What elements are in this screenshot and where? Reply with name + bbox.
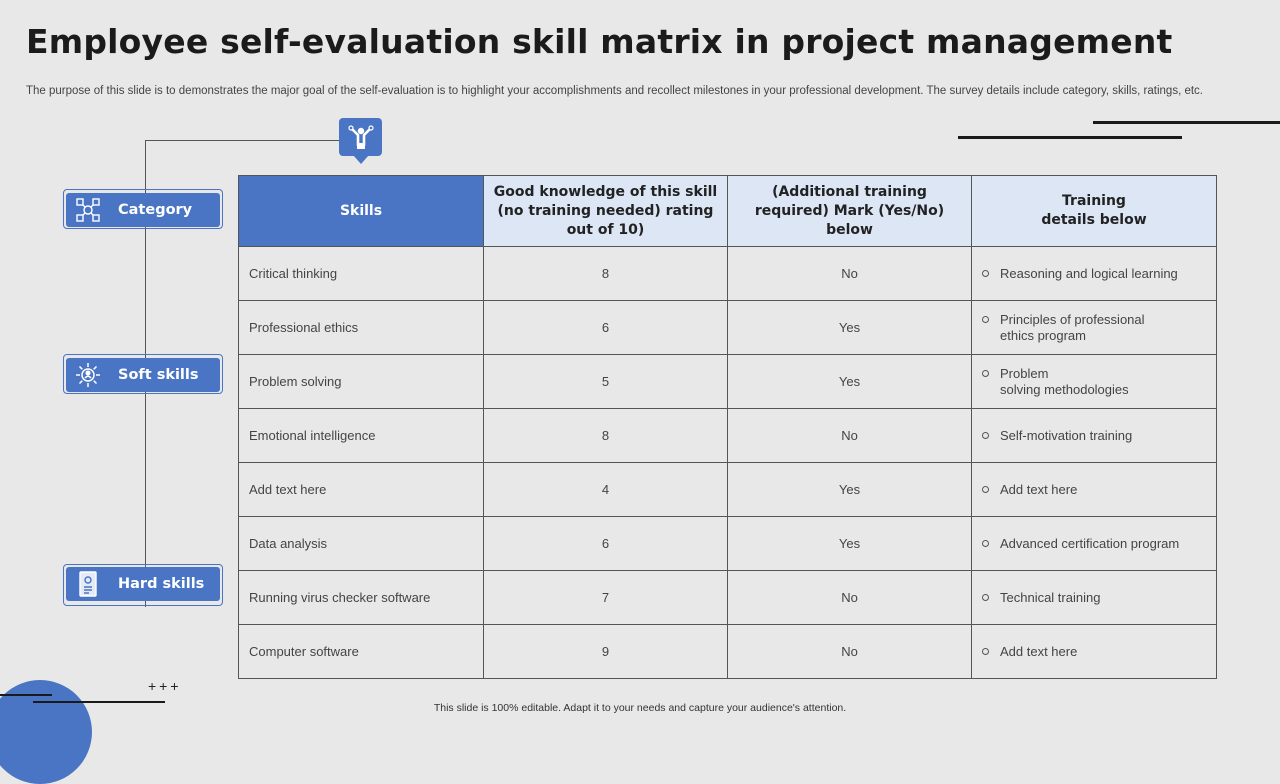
training-required-cell: No bbox=[727, 624, 972, 679]
rating-cell: 5 bbox=[483, 354, 728, 409]
sidebar-hard-skills: Hard skills bbox=[66, 567, 220, 601]
training-details-cell: Reasoning and logical learning bbox=[971, 246, 1217, 301]
category-outline bbox=[63, 189, 223, 229]
training-required-cell: Yes bbox=[727, 300, 972, 355]
decor-line-bottom bbox=[958, 136, 1182, 139]
training-details-text: Reasoning and logical learning bbox=[1000, 265, 1178, 281]
certificate-icon bbox=[74, 570, 102, 598]
rating-cell: 8 bbox=[483, 246, 728, 301]
table-header-row: Skills Good knowledge of this skill (no … bbox=[238, 175, 1217, 247]
skill-cell: Emotional intelligence bbox=[238, 408, 484, 463]
rating-cell: 9 bbox=[483, 624, 728, 679]
skill-cell: Computer software bbox=[238, 624, 484, 679]
training-details-cell: Problem solving methodologies bbox=[971, 354, 1217, 409]
decor-line-top bbox=[1093, 121, 1280, 124]
rating-cell: 4 bbox=[483, 462, 728, 517]
skill-cell: Critical thinking bbox=[238, 246, 484, 301]
header-training-required: (Additional training required) Mark (Yes… bbox=[727, 175, 972, 247]
table-row: Problem solving 5 Yes Problem solving metho… bbox=[238, 354, 1217, 409]
sidebar-hard-skills-label: Hard skills bbox=[118, 576, 205, 592]
training-required-cell: Yes bbox=[727, 516, 972, 571]
table-row: Critical thinking 8 No Reasoning and logica… bbox=[238, 246, 1217, 301]
training-details-cell: Add text here bbox=[971, 462, 1217, 517]
rating-cell: 7 bbox=[483, 570, 728, 625]
table-row: Running virus checker software 7 No Technic… bbox=[238, 570, 1217, 625]
table-body: Critical thinking 8 No Reasoning and logica… bbox=[238, 246, 1217, 679]
training-details-cell: Self-motivation training bbox=[971, 408, 1217, 463]
training-details-text: Problem solving methodologies bbox=[1000, 365, 1129, 397]
training-required-cell: No bbox=[727, 246, 972, 301]
hard-skills-outline bbox=[63, 564, 223, 606]
bullet-icon bbox=[982, 431, 989, 439]
rating-cell: 8 bbox=[483, 408, 728, 463]
connector-top bbox=[145, 140, 340, 141]
training-details-text: Add text here bbox=[1000, 643, 1078, 659]
training-details-cell: Principles of professional ethics progra… bbox=[971, 300, 1217, 355]
decor-line-bottom-left-1 bbox=[0, 694, 52, 696]
training-required-cell: No bbox=[727, 570, 972, 625]
training-details-cell: Technical training bbox=[971, 570, 1217, 625]
footer-note: This slide is 100% editable. Adapt it to… bbox=[433, 702, 847, 714]
training-required-cell: Yes bbox=[727, 462, 972, 517]
bullet-icon bbox=[982, 269, 989, 277]
page-title: Employee self-evaluation skill matrix in… bbox=[26, 22, 1173, 61]
achiever-icon-pointer bbox=[353, 155, 369, 164]
header-rating: Good knowledge of this skill (no trainin… bbox=[483, 175, 728, 247]
skill-cell: Running virus checker software bbox=[238, 570, 484, 625]
table-row: Emotional intelligence 8 No Self-motivation… bbox=[238, 408, 1217, 463]
sidebar-category-label: Category bbox=[118, 202, 193, 218]
rating-cell: 6 bbox=[483, 516, 728, 571]
header-training-details: Training details below bbox=[971, 175, 1217, 247]
table-row: Data analysis 6 Yes Advanced certification … bbox=[238, 516, 1217, 571]
sidebar-soft-skills-label: Soft skills bbox=[118, 367, 199, 383]
decor-stars: +++ bbox=[148, 678, 182, 694]
table-row: Add text here 4 Yes Add text here bbox=[238, 462, 1217, 517]
skill-matrix-table: Skills Good knowledge of this skill (no … bbox=[238, 175, 1217, 679]
skill-cell: Data analysis bbox=[238, 516, 484, 571]
training-details-text: Advanced certification program bbox=[1000, 535, 1180, 551]
bullet-icon bbox=[982, 593, 989, 601]
rating-cell: 6 bbox=[483, 300, 728, 355]
training-required-cell: Yes bbox=[727, 354, 972, 409]
training-details-text: Add text here bbox=[1000, 481, 1078, 497]
training-details-text: Self-motivation training bbox=[1000, 427, 1133, 443]
table-row: Computer software 9 No Add text here bbox=[238, 624, 1217, 679]
bullet-icon bbox=[982, 315, 989, 323]
network-icon bbox=[74, 196, 102, 224]
bullet-icon bbox=[982, 647, 989, 655]
training-required-cell: No bbox=[727, 408, 972, 463]
training-details-text: Principles of professional ethics progra… bbox=[1000, 311, 1145, 343]
bullet-icon bbox=[982, 485, 989, 493]
sidebar-category: Category bbox=[66, 193, 220, 227]
bullet-icon bbox=[982, 539, 989, 547]
table-row: Professional ethics 6 Yes Principles of pro… bbox=[238, 300, 1217, 355]
bullet-icon bbox=[982, 369, 989, 377]
training-details-cell: Add text here bbox=[971, 624, 1217, 679]
skill-cell: Add text here bbox=[238, 462, 484, 517]
skill-cell: Problem solving bbox=[238, 354, 484, 409]
achiever-icon bbox=[339, 118, 382, 156]
skill-cell: Professional ethics bbox=[238, 300, 484, 355]
training-details-cell: Advanced certification program bbox=[971, 516, 1217, 571]
training-details-text: Technical training bbox=[1000, 589, 1101, 605]
decor-line-bottom-left-2 bbox=[33, 701, 165, 703]
page-subtitle: The purpose of this slide is to demonstr… bbox=[26, 85, 1204, 97]
sun-person-icon bbox=[74, 361, 102, 389]
soft-skills-outline bbox=[63, 354, 223, 394]
header-skills: Skills bbox=[238, 175, 484, 247]
sidebar-soft-skills: Soft skills bbox=[66, 358, 220, 392]
